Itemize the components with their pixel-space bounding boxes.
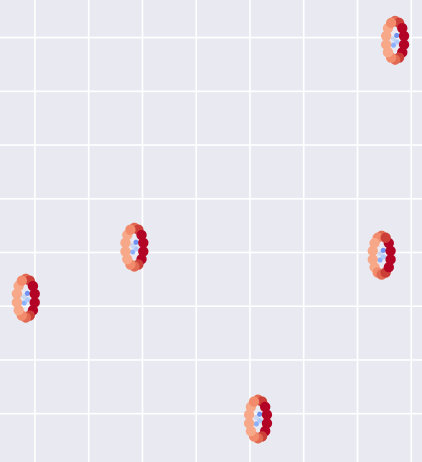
center-point-0-0 <box>390 42 397 48</box>
ring-point-4-3 <box>261 409 273 420</box>
center-point-3-3 <box>380 247 386 253</box>
center-point-2-3 <box>24 290 31 296</box>
center-point-1-1 <box>133 246 139 252</box>
ring-point-0-10 <box>381 39 392 50</box>
ring-point-4-4 <box>261 418 273 429</box>
ring-point-1-13 <box>125 224 136 235</box>
center-point-2-1 <box>24 297 31 303</box>
center-point-4-2 <box>253 414 260 421</box>
ring-point-1-4 <box>138 246 149 257</box>
ring-point-4-11 <box>243 409 255 420</box>
ring-point-3-3 <box>367 245 378 257</box>
center-point-0-3 <box>394 32 400 39</box>
ring-point-3-9 <box>383 262 395 273</box>
ring-point-0-13 <box>385 17 397 29</box>
ring-point-1-2 <box>136 229 147 241</box>
center-point-2-2 <box>21 293 27 300</box>
center-point-2-0 <box>21 300 27 306</box>
cluster-1 <box>120 222 149 272</box>
center-point-1-0 <box>130 249 136 255</box>
ring-point-4-13 <box>248 396 260 407</box>
center-point-1-3 <box>133 239 139 245</box>
ring-point-1-3 <box>138 237 149 249</box>
cluster-2 <box>11 273 40 323</box>
ring-point-4-10 <box>243 418 255 429</box>
center-point-0-2 <box>390 36 397 42</box>
center-point-3-0 <box>377 257 383 263</box>
center-point-4-0 <box>253 421 260 427</box>
ring-point-1-10 <box>120 246 131 257</box>
ring-point-1-9 <box>122 253 133 265</box>
ring-point-3-4 <box>367 254 378 265</box>
center-point-0-1 <box>394 39 400 45</box>
ring-point-2-4 <box>29 297 40 308</box>
center-point-4-1 <box>257 418 263 424</box>
ring-point-2-10 <box>11 297 23 308</box>
ring-point-2-2 <box>27 280 39 292</box>
ring-point-3-13 <box>380 232 391 243</box>
ring-point-0-9 <box>382 47 394 58</box>
ring-point-2-11 <box>11 288 23 300</box>
cluster-4 <box>243 394 273 444</box>
ring-point-3-10 <box>385 254 396 265</box>
ring-point-0-11 <box>381 30 392 42</box>
ring-point-0-3 <box>398 30 410 42</box>
ring-point-2-13 <box>16 275 28 286</box>
ring-point-1-11 <box>120 237 131 249</box>
cluster-0 <box>381 15 410 65</box>
center-point-3-2 <box>377 250 383 257</box>
ring-point-2-3 <box>29 288 40 300</box>
center-point-4-3 <box>257 411 263 417</box>
ring-point-3-11 <box>385 245 396 257</box>
data-points <box>11 15 410 444</box>
ring-point-4-2 <box>259 401 271 413</box>
ring-point-0-4 <box>398 39 410 50</box>
center-point-1-2 <box>130 242 136 249</box>
center-point-3-1 <box>380 254 386 260</box>
cluster-3 <box>367 230 396 280</box>
ring-point-4-9 <box>245 425 257 437</box>
ring-point-0-2 <box>397 23 408 34</box>
ring-point-2-9 <box>13 305 24 316</box>
ring-point-3-2 <box>369 237 380 249</box>
